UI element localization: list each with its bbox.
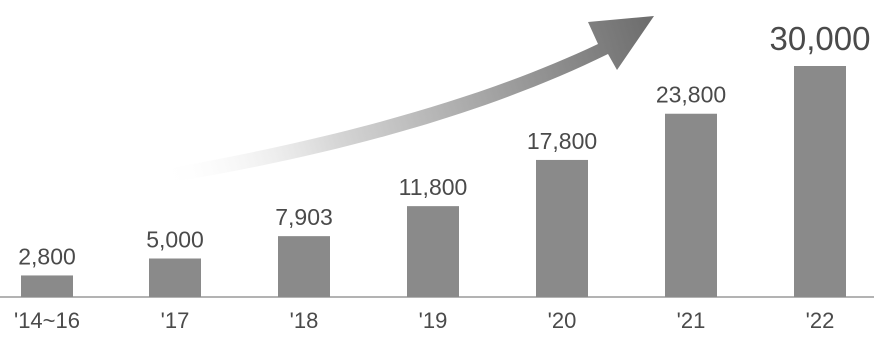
tick-label-6: '22 (806, 308, 835, 333)
value-label-0: 2,800 (18, 243, 76, 269)
value-label-2: 7,903 (275, 204, 333, 230)
tick-label-2: '18 (290, 308, 319, 333)
tick-label-4: '20 (548, 308, 577, 333)
bar-1 (149, 258, 201, 297)
trend-arrow-icon (160, 16, 654, 184)
bar-5 (665, 113, 717, 298)
bar-4 (536, 159, 588, 297)
value-label-5: 23,800 (656, 82, 726, 108)
bar-6 (794, 66, 846, 297)
tick-label-1: '17 (161, 308, 190, 333)
value-label-4: 17,800 (527, 128, 597, 154)
value-label-6: 30,000 (770, 20, 871, 57)
value-label-3: 11,800 (399, 174, 468, 200)
value-labels-group: 2,800 5,000 7,903 11,800 17,800 23,800 30,000 (18, 20, 870, 269)
bar-0 (21, 275, 73, 297)
bar-3 (407, 206, 459, 297)
tick-label-0: '14~16 (14, 308, 80, 333)
tick-label-3: '19 (419, 308, 448, 333)
value-label-1: 5,000 (146, 227, 204, 253)
tick-labels-group: '14~16 '17 '18 '19 '20 '21 '22 (14, 308, 834, 333)
bars-group (21, 66, 846, 298)
tick-label-5: '21 (677, 308, 706, 333)
bar-2 (278, 236, 330, 297)
